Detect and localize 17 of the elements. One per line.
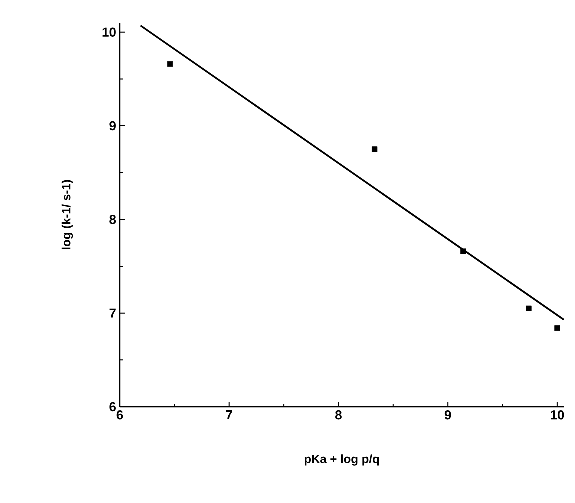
point [554,326,560,332]
y-tick-label: 8 [110,215,116,224]
x-tick-label: 10 [551,410,564,420]
point [460,248,466,254]
y-axis-title: log (k-1/ s-1) [62,180,74,250]
y-tick-label: 10 [102,28,116,37]
point [168,61,174,68]
x-tick-label: 6 [116,410,124,420]
x-tick-label: 8 [336,410,342,420]
y-tick-label: 6 [110,402,116,412]
x-tick-label: 7 [226,410,232,420]
point [372,146,378,152]
x-tick-label: 9 [444,410,452,420]
point [526,306,532,312]
y-tick-label: 7 [110,308,116,318]
x-axis-title: pKa + log p/q [304,454,380,466]
y-tick-label: 9 [110,121,116,131]
